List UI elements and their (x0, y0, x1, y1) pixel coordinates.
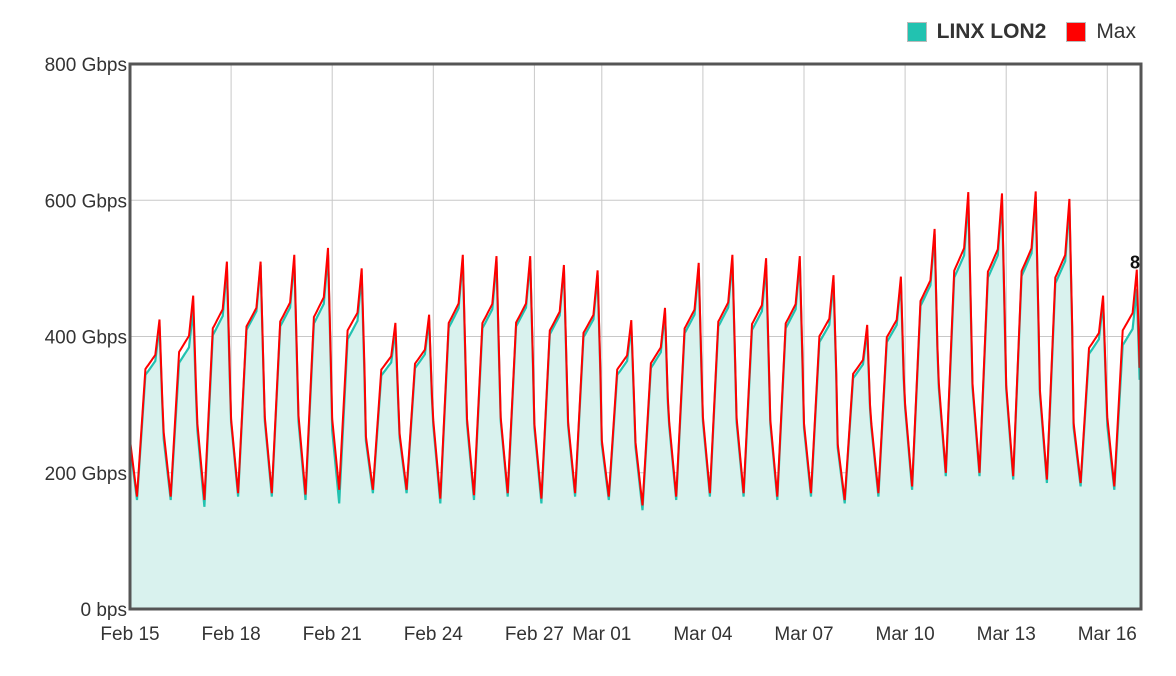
legend-swatch-max (1066, 22, 1087, 42)
annotation-label: 8 (1130, 253, 1140, 273)
y-tick-label: 400 Gbps (45, 328, 127, 349)
x-axis: Feb 15 Feb 18 Feb 21 Feb 24 Feb 27 Mar 01 Mar … (100, 624, 1136, 645)
x-tick-label: Mar 01 (572, 624, 631, 645)
legend-item-max[interactable]: Max (1066, 20, 1136, 44)
legend-swatch-linx-lon2 (906, 22, 927, 42)
y-tick-label: 0 bps (81, 600, 127, 621)
series-area-linx-lon2 (130, 196, 1141, 610)
x-tick-label: Mar 13 (977, 624, 1036, 645)
x-tick-label: Mar 07 (774, 624, 833, 645)
x-tick-label: Feb 21 (303, 624, 362, 645)
x-tick-label: Mar 16 (1078, 624, 1137, 645)
x-tick-label: Feb 27 (505, 624, 564, 645)
y-tick-label: 200 Gbps (45, 464, 127, 485)
x-tick-label: Mar 10 (876, 624, 935, 645)
x-tick-label: Feb 18 (202, 624, 261, 645)
legend-label-linx-lon2: LINX LON2 (936, 20, 1047, 43)
legend: LINX LON2 Max (906, 20, 1136, 44)
plot-area (128, 191, 1143, 610)
x-tick-label: Feb 24 (404, 624, 464, 645)
plot-frame (128, 62, 1143, 611)
series-line-max (129, 191, 1142, 506)
y-axis: 0 bps 200 Gbps 400 Gbps 600 Gbps 800 Gbps (45, 55, 127, 621)
legend-item-linx-lon2[interactable]: LINX LON2 (906, 20, 1047, 44)
legend-label-max: Max (1096, 20, 1136, 43)
x-tick-label: Mar 04 (673, 624, 733, 645)
y-tick-label: 800 Gbps (45, 55, 127, 76)
y-tick-label: 600 Gbps (45, 191, 127, 212)
x-tick-label: Feb 15 (100, 624, 159, 645)
